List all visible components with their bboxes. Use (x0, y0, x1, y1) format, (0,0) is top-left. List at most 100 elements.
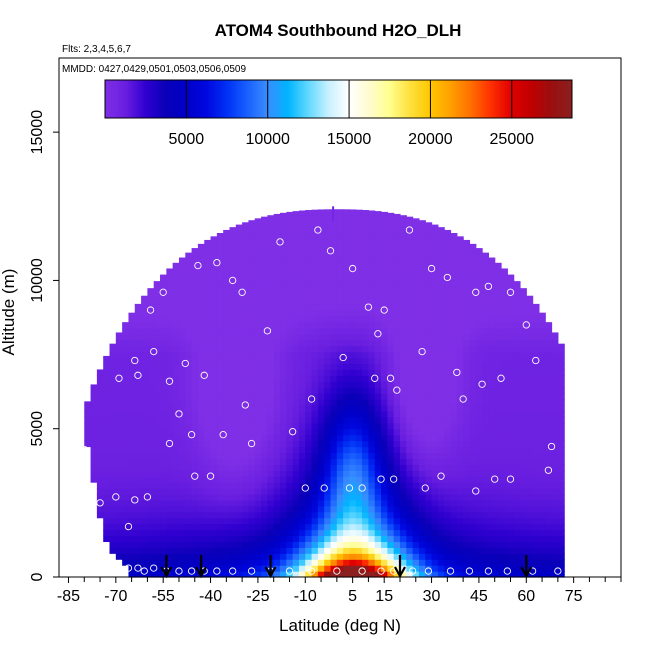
heat-cell (122, 322, 130, 329)
heat-cell (349, 321, 357, 329)
heat-cell (374, 434, 382, 442)
heat-cell (450, 446, 458, 454)
heat-cell (178, 535, 186, 543)
heat-cell (311, 393, 319, 400)
heat-cell (242, 410, 250, 418)
heat-cell (437, 298, 445, 305)
heat-cell (141, 333, 148, 341)
heat-cell (343, 523, 351, 531)
heat-cell (349, 393, 357, 400)
heat-cell (450, 517, 458, 525)
heat-cell (368, 517, 376, 525)
heat-cell (317, 488, 325, 495)
heat-cell (261, 232, 268, 240)
heat-cell (399, 434, 407, 442)
heat-cell (197, 428, 205, 436)
heat-cell (248, 446, 256, 454)
heat-cell (305, 210, 313, 216)
heat-cell (166, 535, 174, 543)
heat-cell (444, 505, 452, 513)
heat-cell (362, 482, 370, 489)
heat-cell (267, 505, 275, 513)
heat-cell (235, 404, 243, 412)
heat-cell (254, 298, 262, 305)
colorbar-segment (533, 80, 536, 118)
heat-cell (513, 440, 521, 448)
heat-cell (450, 547, 458, 554)
heat-cell (229, 369, 237, 376)
heat-cell (519, 553, 527, 560)
heat-cell (324, 363, 332, 370)
heat-cell (349, 428, 357, 436)
heat-cell (305, 238, 313, 246)
heat-cell (160, 327, 167, 335)
heat-cell (172, 470, 180, 477)
heat-cell (507, 381, 515, 388)
heat-cell (160, 422, 167, 430)
heat-cell (469, 387, 477, 394)
heat-cell (235, 571, 243, 578)
heat-cell (444, 559, 452, 566)
heat-cell (551, 464, 559, 471)
heat-cell (204, 499, 212, 507)
heat-cell (418, 410, 426, 418)
heat-cell (292, 304, 300, 311)
heat-cell (437, 482, 445, 489)
heat-cell (248, 404, 256, 412)
heat-cell (261, 571, 268, 578)
heat-cell (393, 416, 401, 424)
heat-cell (374, 541, 382, 548)
heat-cell (172, 517, 180, 525)
heat-cell (267, 316, 275, 323)
heat-cell (235, 499, 243, 507)
colorbar-segment (428, 80, 431, 118)
heat-cell (526, 387, 534, 394)
heat-cell (526, 393, 534, 400)
heat-cell (418, 286, 426, 293)
heat-cell (362, 375, 370, 382)
heat-cell (526, 511, 534, 519)
heat-cell (280, 553, 287, 560)
heat-cell (292, 369, 300, 376)
sample-point (165, 439, 174, 448)
heat-cell (160, 535, 167, 543)
heat-cell (381, 268, 388, 276)
heat-cell (298, 553, 306, 560)
heat-cell (456, 399, 464, 406)
heat-cell (153, 505, 161, 513)
heat-cell (128, 547, 136, 554)
heat-cell (519, 493, 527, 501)
heat-cell (122, 464, 130, 471)
heat-cell (128, 535, 136, 543)
heat-cell (406, 316, 414, 323)
heat-cell (115, 369, 123, 376)
heat-cell (311, 517, 319, 525)
heat-cell (355, 357, 363, 365)
heat-cell (437, 286, 445, 293)
heat-cell (393, 369, 401, 376)
heat-cell (519, 351, 527, 359)
heat-cell (475, 286, 483, 293)
heat-cell (406, 476, 414, 483)
heat-cell (172, 339, 180, 347)
heat-cell (349, 446, 357, 454)
heat-cell (349, 256, 357, 264)
colorbar-segment (213, 80, 217, 118)
colorbar-segment (204, 80, 207, 118)
heat-cell (235, 535, 243, 543)
heat-cell (387, 458, 395, 465)
heat-cell (311, 345, 319, 353)
heat-cell (267, 440, 275, 448)
heat-cell (267, 428, 275, 436)
heat-cell (147, 476, 155, 483)
heat-cell (185, 339, 193, 347)
heat-cell (134, 416, 142, 424)
heat-cell (153, 316, 161, 323)
heat-cell (216, 274, 224, 282)
colorbar-tick-label: 20000 (408, 131, 453, 148)
heat-cell (292, 363, 300, 370)
heat-cell (273, 321, 281, 329)
heat-cell (141, 428, 148, 436)
heat-cell (160, 381, 167, 388)
colorbar-segment (567, 80, 570, 118)
